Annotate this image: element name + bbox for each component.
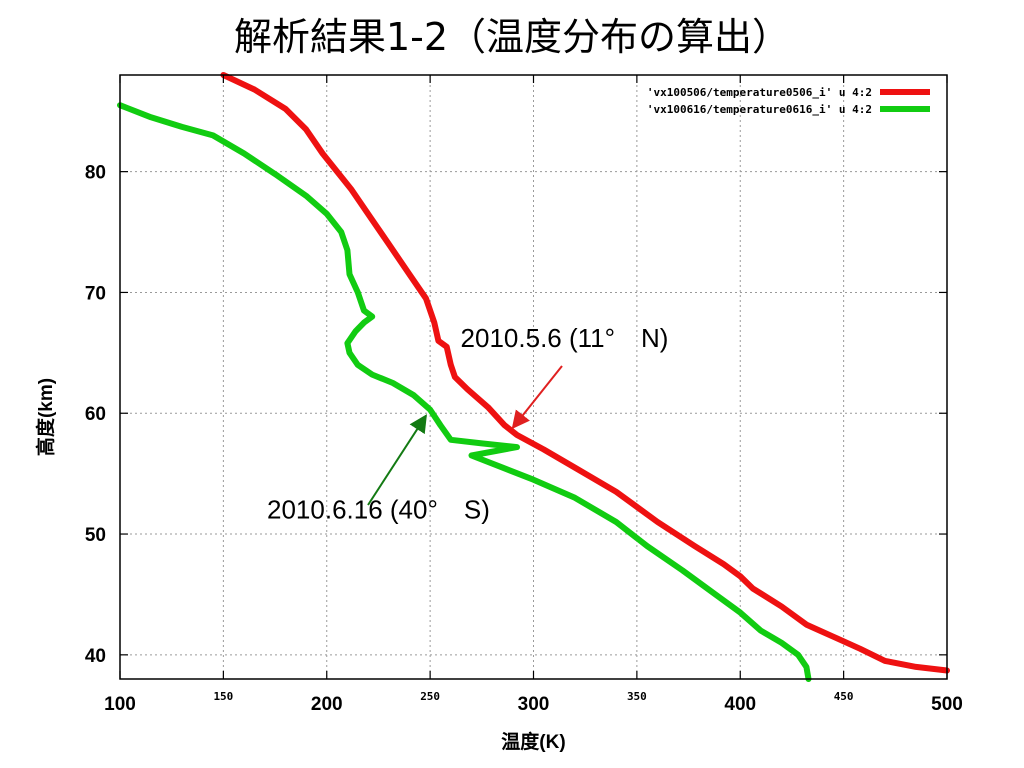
legend: 'vx100506/temperature0506_i' u 4:2 'vx100…	[647, 86, 930, 116]
series-line-1	[220, 72, 950, 674]
annotation-arrow-2	[367, 414, 427, 506]
slide-title: 解析結果1-2（温度分布の算出）	[233, 15, 791, 59]
series-lines	[117, 72, 950, 682]
y-axis-title: 高度(km)	[34, 378, 57, 456]
x-tick-label: 300	[518, 694, 550, 715]
x-tick-label: 250	[420, 690, 440, 703]
x-axis-title: 温度(K)	[501, 730, 565, 753]
x-tick-label: 350	[627, 690, 647, 703]
y-tick-label: 60	[85, 404, 106, 425]
x-tick-label: 450	[834, 690, 854, 703]
y-tick-label: 80	[85, 163, 106, 184]
y-tick-label: 50	[85, 525, 106, 546]
x-tick-label: 150	[213, 690, 233, 703]
series-line-2	[117, 102, 812, 682]
annotation-arrow-1	[511, 365, 563, 430]
annotation-label-2: 2010.6.16 (40° S)	[267, 494, 490, 524]
annotation-label-1: 2010.5.6 (11° N)	[461, 323, 669, 353]
legend-label-1: 'vx100506/temperature0506_i' u 4:2	[647, 86, 872, 99]
x-tick-label: 200	[311, 694, 343, 715]
legend-label-2: 'vx100616/temperature0616_i' u 4:2	[647, 103, 872, 116]
annotations: 2010.5.6 (11° N) 2010.6.16 (40° S)	[267, 323, 668, 525]
y-tick-label: 70	[85, 283, 106, 304]
y-tick-label: 40	[85, 646, 106, 667]
x-tick-label: 500	[931, 694, 963, 715]
axis-ticks: 100 150 200 250 300 350 400 450 500 40 50 60 70 80	[85, 75, 963, 715]
grid-lines	[120, 75, 947, 679]
x-tick-label: 400	[724, 694, 756, 715]
x-tick-label: 100	[104, 694, 136, 715]
